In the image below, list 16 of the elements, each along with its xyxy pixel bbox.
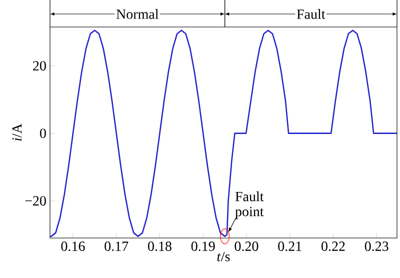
x-tick-label: 0.22 [322, 242, 345, 252]
annotation: Fault point [235, 191, 264, 220]
y-tick-label: 0 [40, 128, 46, 138]
y-axis-title: i/A [12, 124, 22, 141]
x-tick-label: 0.20 [234, 242, 258, 252]
y-tick-label: −20 [25, 196, 46, 206]
x-tick-label: 0.23 [364, 242, 388, 252]
x-tick-label: 0.19 [191, 242, 215, 252]
x-tick-label: 0.21 [278, 242, 302, 252]
y-tick-label: 20 [33, 61, 46, 71]
text: Fault [296, 9, 326, 19]
x-axis-title: t/s [217, 252, 230, 262]
x-tick-label: 0.18 [148, 242, 172, 252]
text: Normal [116, 9, 159, 19]
x-tick-label: 0.17 [104, 242, 128, 252]
x-tick-label: 0.16 [61, 242, 85, 252]
